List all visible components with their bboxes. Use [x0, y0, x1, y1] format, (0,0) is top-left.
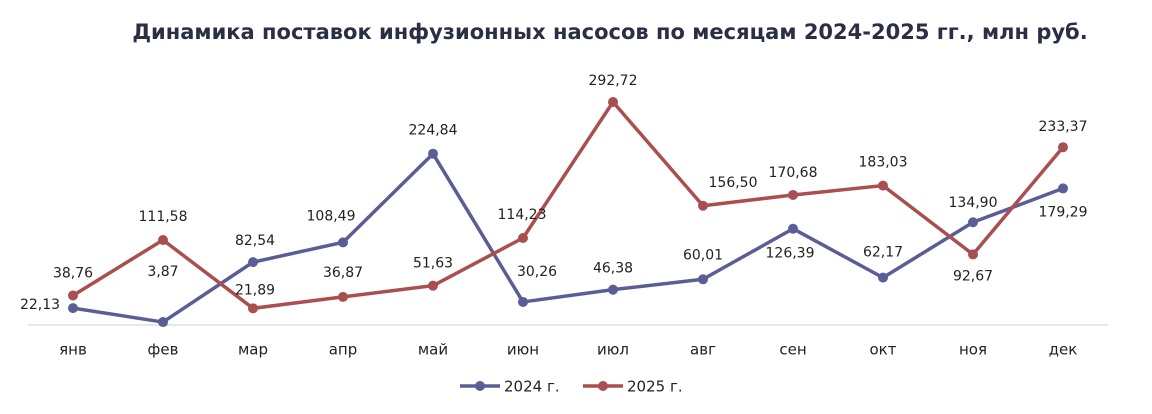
data-point — [428, 280, 438, 291]
data-point — [788, 189, 798, 200]
data-label: 60,01 — [683, 247, 723, 263]
data-label: 30,26 — [517, 264, 557, 280]
data-point — [968, 249, 978, 260]
data-point — [338, 291, 348, 302]
x-tick-label: май — [418, 341, 448, 359]
data-label: 134,90 — [949, 195, 998, 211]
x-tick-label: сен — [779, 341, 806, 359]
data-label: 183,03 — [859, 155, 908, 171]
data-label: 108,49 — [307, 208, 356, 224]
x-tick-label: ноя — [959, 341, 987, 359]
legend-label: 2025 г. — [627, 378, 683, 396]
data-label: 114,23 — [498, 207, 547, 223]
x-tick-label: дек — [1049, 341, 1078, 359]
data-label: 224,84 — [409, 123, 458, 139]
data-point — [158, 234, 168, 245]
data-label: 36,87 — [323, 265, 363, 281]
data-label: 111,58 — [139, 209, 188, 225]
data-point — [608, 97, 618, 107]
series-line — [72, 151, 1064, 324]
data-point — [518, 232, 528, 243]
legend-marker — [598, 381, 608, 391]
x-tick-label: авг — [690, 341, 716, 359]
x-tick-label: мар — [238, 341, 268, 359]
x-tick-label: июл — [597, 341, 629, 359]
chart-title: Динамика поставок инфузионных насосов по… — [132, 20, 1087, 44]
data-label: 233,37 — [1039, 119, 1088, 135]
data-label: 179,29 — [1039, 204, 1088, 220]
data-point — [878, 180, 888, 191]
data-label: 170,68 — [769, 165, 818, 181]
data-label: 156,50 — [709, 175, 758, 191]
data-label: 51,63 — [413, 256, 453, 272]
data-point — [428, 148, 438, 159]
data-point — [1058, 142, 1068, 153]
data-point — [518, 296, 528, 307]
data-label: 38,76 — [53, 265, 93, 281]
data-point — [68, 303, 78, 314]
data-label: 82,54 — [235, 233, 275, 249]
data-point — [968, 217, 978, 228]
x-tick-label: июн — [507, 341, 539, 359]
data-point — [248, 257, 258, 268]
data-point — [338, 237, 348, 248]
data-label: 62,17 — [863, 245, 903, 261]
data-point — [698, 200, 708, 211]
x-tick-label: янв — [59, 341, 87, 359]
data-point — [1058, 183, 1068, 194]
data-point — [698, 274, 708, 285]
legend-label: 2024 г. — [504, 378, 560, 396]
data-point — [158, 317, 168, 328]
legend-marker — [475, 381, 485, 391]
x-tick-label: фев — [148, 341, 179, 359]
data-label: 292,72 — [589, 73, 638, 89]
data-point — [68, 290, 78, 301]
x-tick-label: окт — [870, 341, 897, 359]
data-point — [788, 223, 798, 234]
data-point — [878, 272, 888, 283]
x-tick-label: апр — [329, 341, 358, 359]
data-label: 21,89 — [235, 282, 275, 298]
data-label: 22,13 — [20, 297, 60, 313]
data-point — [248, 303, 258, 314]
data-label: 3,87 — [147, 264, 178, 280]
data-label: 126,39 — [766, 246, 815, 262]
data-label: 46,38 — [593, 261, 633, 277]
series-line — [72, 100, 1065, 311]
data-point — [608, 284, 618, 295]
data-label: 92,67 — [953, 268, 993, 284]
